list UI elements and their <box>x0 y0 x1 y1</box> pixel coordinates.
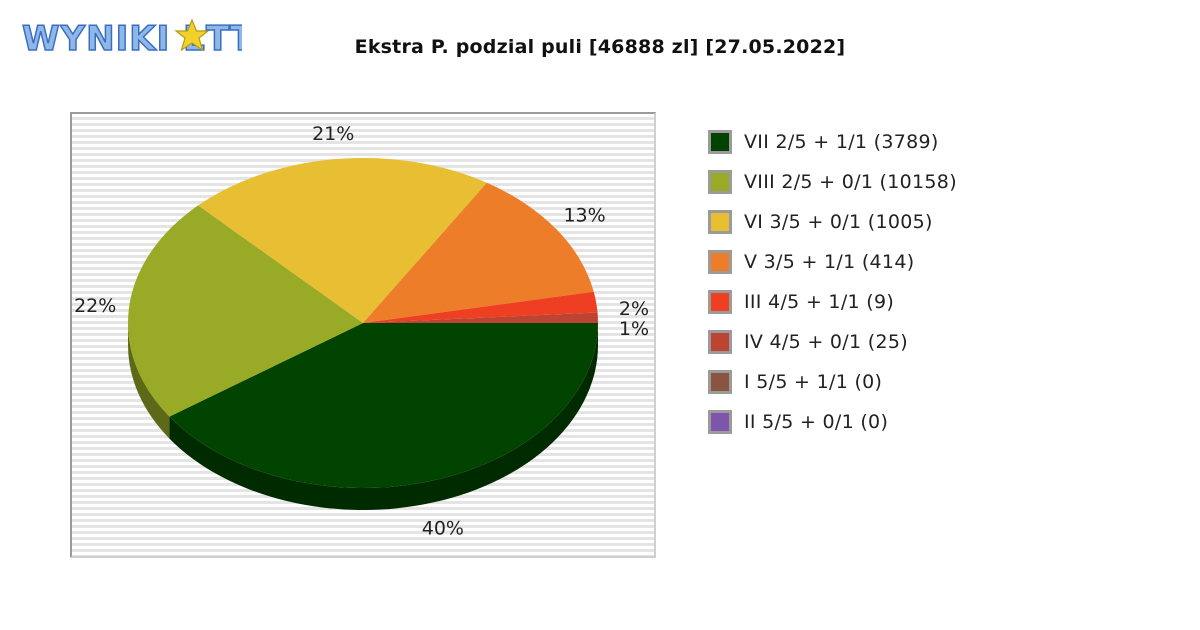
pie-slice-side-1 <box>128 323 170 439</box>
pie-slice-label-3: 13% <box>563 205 605 227</box>
legend-swatch <box>708 170 732 194</box>
pie-slice-label-2: 21% <box>312 123 354 145</box>
pie-slice-side-0 <box>169 323 598 510</box>
legend-swatch <box>708 130 732 154</box>
pie-slice-5[interactable] <box>363 312 598 323</box>
pie-slice-3[interactable] <box>363 182 594 323</box>
legend-item: IV 4/5 + 0/1 (25) <box>708 322 957 362</box>
pie-slice-label-5: 1% <box>619 318 649 340</box>
pie-slice-1[interactable] <box>127 205 363 417</box>
legend-label: IV 4/5 + 0/1 (25) <box>744 331 908 353</box>
legend-swatch <box>708 290 732 314</box>
pie-slice-2[interactable] <box>198 157 487 323</box>
svg-text:WYNIKI L: WYNIKI L <box>22 19 206 59</box>
legend-label: VIII 2/5 + 0/1 (10158) <box>744 171 957 193</box>
legend-item: VII 2/5 + 1/1 (3789) <box>708 122 957 162</box>
legend-label: II 5/5 + 0/1 (0) <box>744 411 889 433</box>
legend-label: VI 3/5 + 0/1 (1005) <box>744 211 933 233</box>
legend-item: VI 3/5 + 0/1 (1005) <box>708 202 957 242</box>
legend-swatch <box>708 410 732 434</box>
legend-item: I 5/5 + 1/1 (0) <box>708 362 957 402</box>
legend-swatch <box>708 250 732 274</box>
legend-item: II 5/5 + 0/1 (0) <box>708 402 957 442</box>
legend: VII 2/5 + 1/1 (3789) VIII 2/5 + 0/1 (1015… <box>708 122 957 442</box>
pie-slice-label-1: 22% <box>74 295 116 317</box>
legend-item: V 3/5 + 1/1 (414) <box>708 242 957 282</box>
legend-item: III 4/5 + 1/1 (9) <box>708 282 957 322</box>
legend-swatch <box>708 330 732 354</box>
pie-slice-0[interactable] <box>169 323 598 488</box>
legend-label: I 5/5 + 1/1 (0) <box>744 371 883 393</box>
legend-swatch <box>708 370 732 394</box>
chart-title: Ekstra P. podzial puli [46888 zl] [27.05… <box>354 36 846 58</box>
pie-slice-4[interactable] <box>363 291 598 323</box>
pie-slice-label-0: 40% <box>422 517 464 539</box>
pie-slice-label-4: 2% <box>619 298 649 320</box>
legend-swatch <box>708 210 732 234</box>
legend-label: III 4/5 + 1/1 (9) <box>744 291 895 313</box>
legend-label: VII 2/5 + 1/1 (3789) <box>744 131 939 153</box>
legend-label: V 3/5 + 1/1 (414) <box>744 251 915 273</box>
legend-item: VIII 2/5 + 0/1 (10158) <box>708 162 957 202</box>
